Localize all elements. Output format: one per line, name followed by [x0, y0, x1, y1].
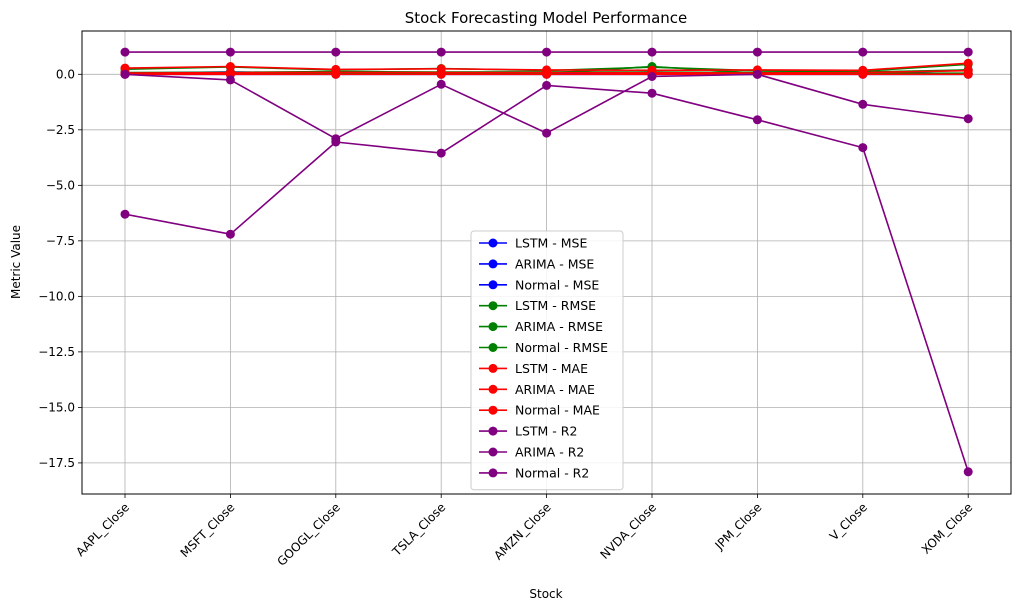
legend-label: Normal - R2 [515, 465, 589, 480]
legend-item: Normal - RMSE [479, 340, 608, 355]
data-point [120, 63, 130, 73]
data-point [225, 62, 235, 71]
data-point [225, 229, 235, 239]
y-tick-label: −17.5 [38, 456, 75, 470]
legend-item: ARIMA - MSE [479, 256, 594, 271]
legend-label: ARIMA - RMSE [515, 319, 603, 334]
data-point [120, 47, 130, 57]
legend-item: Normal - MAE [479, 403, 600, 418]
legend-label: Normal - MSE [515, 277, 599, 292]
x-tick-label: AMZN_Close [491, 500, 554, 563]
y-axis-label: Metric Value [9, 225, 23, 299]
data-point [120, 209, 130, 219]
legend-marker [488, 426, 498, 436]
data-point [858, 143, 868, 153]
legend-item: Normal - MSE [479, 277, 599, 292]
legend-marker [488, 259, 498, 269]
legend-label: LSTM - MSE [515, 236, 587, 251]
x-tick-label: XOM_Close [919, 500, 976, 557]
data-point [331, 137, 341, 147]
data-point [963, 69, 973, 79]
series-layer [120, 47, 973, 477]
legend-item: ARIMA - R2 [479, 445, 584, 460]
data-point [858, 69, 868, 79]
data-point [331, 69, 341, 79]
legend-label: LSTM - RMSE [515, 298, 596, 313]
legend-label: ARIMA - R2 [515, 445, 584, 460]
legend-marker [488, 363, 498, 373]
data-point [647, 47, 657, 57]
data-point [331, 47, 341, 57]
data-point [752, 47, 762, 57]
legend-item: LSTM - RMSE [479, 298, 596, 313]
y-tick-label: −12.5 [38, 345, 75, 359]
y-tick-label: −2.5 [46, 123, 75, 137]
legend-item: ARIMA - RMSE [479, 319, 603, 334]
y-tick-label: −15.0 [38, 400, 75, 414]
legend-label: LSTM - R2 [515, 424, 577, 439]
legend-label: ARIMA - MAE [515, 382, 595, 397]
legend: LSTM - MSE ARIMA - MSE Normal - MSE LSTM - … [470, 230, 624, 491]
legend-marker [488, 468, 498, 478]
legend-label: Normal - MAE [515, 403, 600, 418]
x-tick-label: AAPL_Close [73, 500, 132, 559]
data-point [542, 47, 552, 57]
data-point [963, 114, 973, 124]
legend-item: Normal - R2 [479, 465, 589, 480]
x-tick-label: TSLA_Close [389, 500, 448, 559]
legend-label: Normal - RMSE [515, 340, 608, 355]
legend-marker [488, 405, 498, 415]
y-tick-label: −5.0 [46, 178, 75, 192]
data-point [963, 47, 973, 57]
legend-box [470, 230, 624, 491]
legend-marker [488, 301, 498, 311]
legend-item: LSTM - MAE [479, 361, 588, 376]
data-point [225, 75, 235, 85]
x-axis-label: Stock [529, 587, 562, 601]
legend-marker [488, 384, 498, 394]
data-point [963, 58, 973, 68]
data-point [225, 47, 235, 57]
y-tick-label: 0.0 [56, 67, 75, 81]
data-point [647, 88, 657, 98]
data-point [752, 69, 762, 79]
legend-item: LSTM - MSE [479, 236, 587, 251]
data-point [436, 148, 446, 158]
series-9 [120, 47, 973, 57]
x-tick-label: JPM_Close [712, 500, 765, 553]
data-point [542, 69, 552, 79]
legend-item: LSTM - R2 [479, 424, 577, 439]
x-tick-label: GOOGL_Close [274, 500, 343, 569]
x-tick-label: NVDA_Close [598, 500, 660, 562]
x-tick-label: V_Close [827, 500, 870, 543]
legend-marker [488, 343, 498, 352]
legend-marker [488, 280, 498, 290]
y-tick-label: −10.0 [38, 289, 75, 303]
data-point [436, 69, 446, 79]
data-point [963, 467, 973, 477]
legend-label: ARIMA - MSE [515, 256, 594, 271]
data-point [858, 47, 868, 57]
series-11 [120, 80, 973, 477]
legend-marker [488, 447, 498, 457]
chart-title: Stock Forecasting Model Performance [405, 9, 688, 27]
data-point [647, 72, 657, 81]
data-point [436, 47, 446, 57]
legend-marker [488, 322, 498, 332]
legend-item: ARIMA - MAE [479, 382, 595, 397]
x-tick-label: MSFT_Close [178, 500, 238, 560]
data-point [858, 99, 868, 109]
data-point [542, 128, 552, 138]
data-point [436, 79, 446, 89]
legend-label: LSTM - MAE [515, 361, 588, 376]
data-point [542, 80, 552, 90]
y-tick-label: −7.5 [46, 234, 75, 248]
data-point [120, 69, 130, 79]
data-point [752, 115, 762, 125]
series-10 [120, 69, 973, 144]
legend-marker [488, 238, 498, 248]
